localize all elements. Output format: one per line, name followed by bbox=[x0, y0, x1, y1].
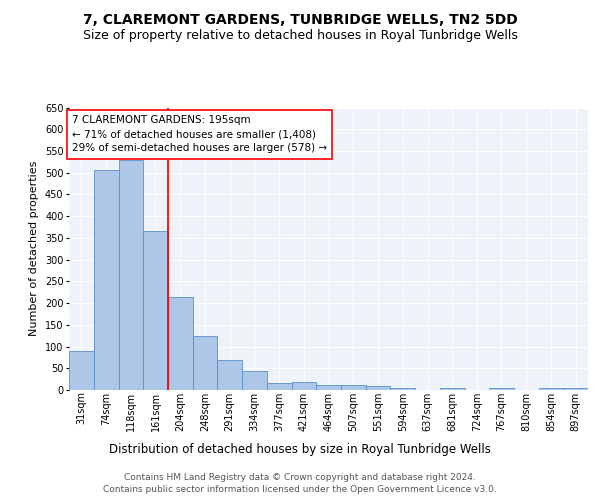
Text: Size of property relative to detached houses in Royal Tunbridge Wells: Size of property relative to detached ho… bbox=[83, 29, 517, 42]
Bar bbox=[69, 351, 94, 390]
Bar bbox=[193, 336, 217, 390]
Bar bbox=[266, 383, 292, 390]
Bar bbox=[242, 372, 266, 390]
Bar bbox=[440, 388, 464, 390]
Bar bbox=[366, 386, 391, 390]
Text: 7, CLAREMONT GARDENS, TUNBRIDGE WELLS, TN2 5DD: 7, CLAREMONT GARDENS, TUNBRIDGE WELLS, T… bbox=[83, 12, 517, 26]
Text: Contains public sector information licensed under the Open Government Licence v3: Contains public sector information licen… bbox=[103, 485, 497, 494]
Bar bbox=[341, 385, 366, 390]
Bar bbox=[217, 360, 242, 390]
Text: Contains HM Land Registry data © Crown copyright and database right 2024.: Contains HM Land Registry data © Crown c… bbox=[124, 472, 476, 482]
Bar bbox=[292, 382, 316, 390]
Bar bbox=[563, 388, 588, 390]
Bar bbox=[391, 388, 415, 390]
Y-axis label: Number of detached properties: Number of detached properties bbox=[29, 161, 39, 336]
Bar bbox=[316, 385, 341, 390]
Bar bbox=[94, 170, 119, 390]
Bar bbox=[143, 232, 168, 390]
Bar bbox=[539, 388, 563, 390]
Text: Distribution of detached houses by size in Royal Tunbridge Wells: Distribution of detached houses by size … bbox=[109, 442, 491, 456]
Text: 7 CLAREMONT GARDENS: 195sqm
← 71% of detached houses are smaller (1,408)
29% of : 7 CLAREMONT GARDENS: 195sqm ← 71% of det… bbox=[72, 116, 327, 154]
Bar bbox=[119, 160, 143, 390]
Bar bbox=[168, 296, 193, 390]
Bar bbox=[489, 388, 514, 390]
